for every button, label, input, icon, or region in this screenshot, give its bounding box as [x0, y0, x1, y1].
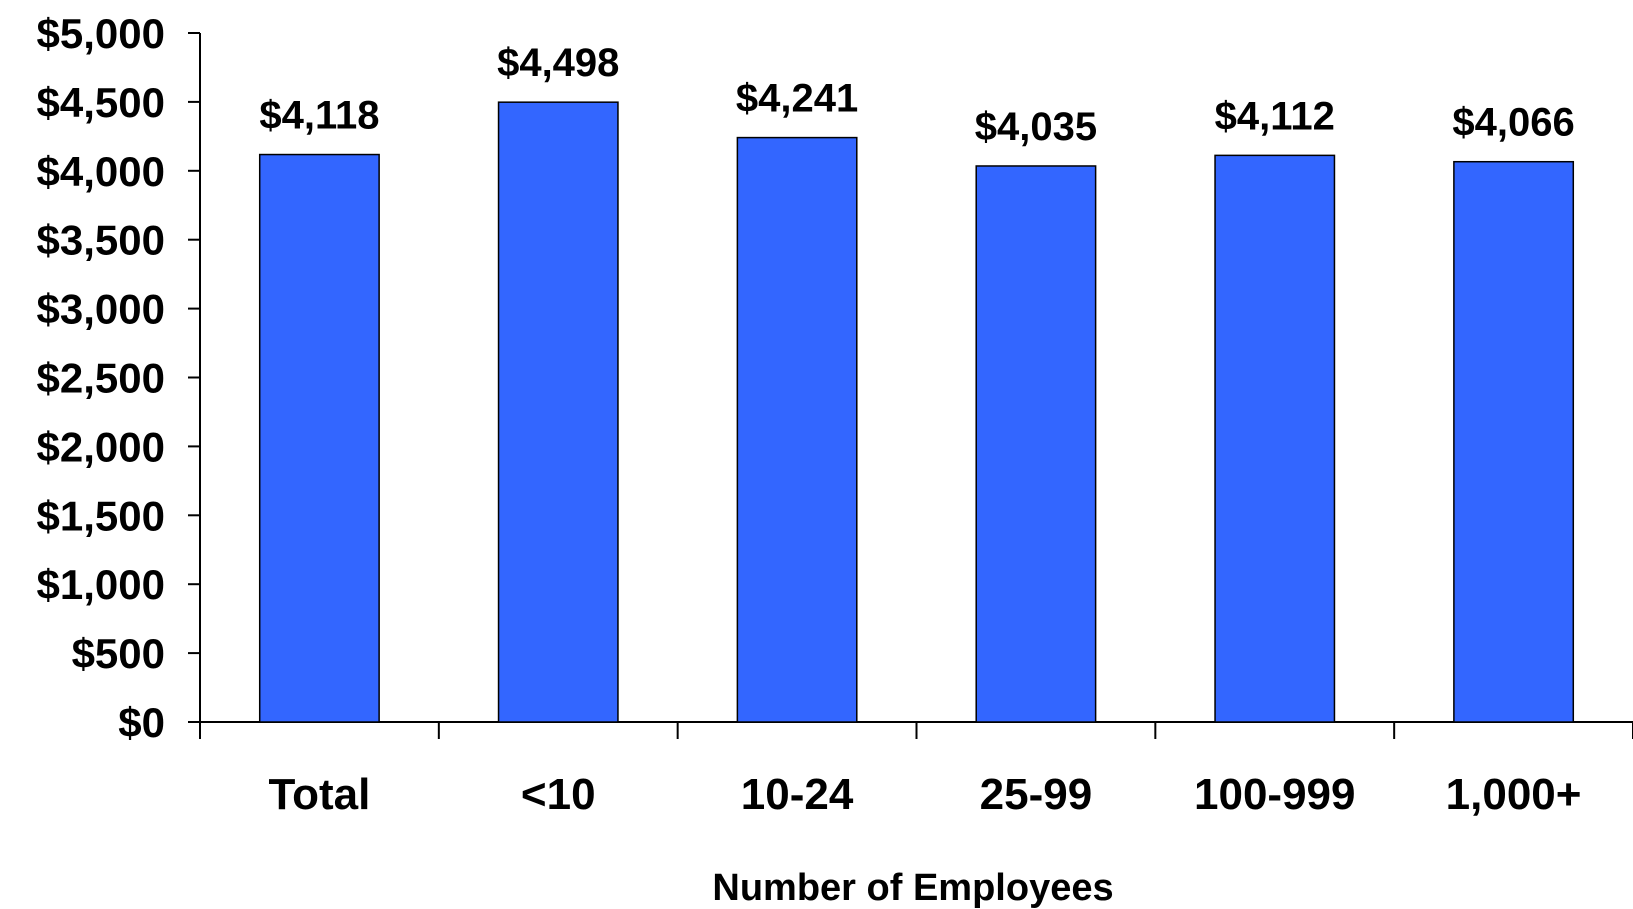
- x-axis-title: Number of Employees: [712, 867, 1113, 909]
- bar: [1214, 154, 1336, 723]
- y-tick-label: $500: [72, 630, 165, 677]
- y-tick-label: $3,500: [37, 217, 165, 264]
- bar: [258, 153, 380, 723]
- bar: [975, 165, 1097, 723]
- x-axis: [199, 721, 1633, 739]
- bar: [1453, 160, 1575, 723]
- value-label: $4,066: [1452, 101, 1574, 145]
- value-label: $4,498: [497, 41, 619, 85]
- y-tick-label: $0: [118, 699, 165, 746]
- y-tick-label: $3,000: [37, 286, 165, 333]
- value-label: $4,112: [1215, 94, 1335, 138]
- bar: [497, 101, 619, 723]
- y-tick-label: $4,000: [37, 148, 165, 195]
- y-axis: $0 $500 $1,000 $1,500 $2,000 $2,500 $3,000 $3,5…: [37, 10, 201, 746]
- y-tick-label: $1,000: [37, 561, 165, 608]
- y-tick-label: $2,500: [37, 355, 165, 402]
- value-labels: $4,118 $4,498 $4,241 $4,035 $4,112 $4,066: [259, 41, 1574, 149]
- bars: [258, 101, 1575, 723]
- value-label: $4,035: [975, 105, 1097, 149]
- y-tick-label: $1,500: [37, 492, 165, 539]
- value-label: $4,118: [259, 94, 379, 138]
- y-tick-label: $2,000: [37, 423, 165, 470]
- category-labels: Total <10 10-24 25-99 100-999 1,000+: [268, 770, 1581, 819]
- category-label: Total: [268, 770, 370, 819]
- category-label: <10: [521, 770, 596, 819]
- category-label: 1,000+: [1446, 770, 1582, 819]
- bar: [736, 136, 858, 723]
- category-label: 10-24: [741, 770, 854, 819]
- value-label: $4,241: [736, 77, 858, 121]
- y-tick-label: $4,500: [37, 79, 165, 126]
- y-tick-label: $5,000: [37, 10, 165, 57]
- category-label: 25-99: [980, 770, 1093, 819]
- category-label: 100-999: [1194, 770, 1355, 819]
